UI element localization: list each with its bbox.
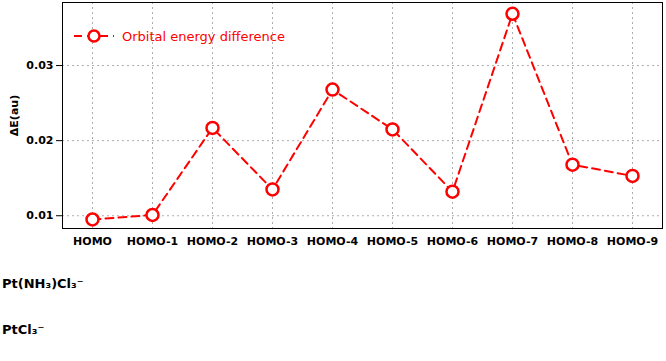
html-text:PtCl₃⁻: PtCl₃⁻	[2, 322, 45, 337]
svg-text:HOMO-7: HOMO-7	[487, 235, 538, 248]
svg-text:ΔE(au): ΔE(au)	[8, 95, 21, 136]
svg-text:HOMO: HOMO	[73, 235, 112, 248]
html-text:Pt(NH₃)Cl₃⁻: Pt(NH₃)Cl₃⁻	[2, 276, 84, 291]
svg-text:HOMO-3: HOMO-3	[247, 235, 298, 248]
svg-text:HOMO-1: HOMO-1	[127, 235, 178, 248]
svg-text:HOMO-8: HOMO-8	[547, 235, 598, 248]
svg-text:0.01: 0.01	[26, 209, 53, 222]
svg-text:0.02: 0.02	[26, 134, 53, 147]
svg-text:HOMO-5: HOMO-5	[367, 235, 418, 248]
svg-text:HOMO-6: HOMO-6	[427, 235, 479, 248]
svg-text:0.03: 0.03	[26, 59, 53, 72]
svg-text:HOMO-9: HOMO-9	[607, 235, 658, 248]
html-text:Orbital energy difference: Orbital energy difference	[122, 28, 285, 44]
svg-text:HOMO-2: HOMO-2	[187, 235, 238, 248]
svg-text:HOMO-4: HOMO-4	[307, 235, 359, 248]
